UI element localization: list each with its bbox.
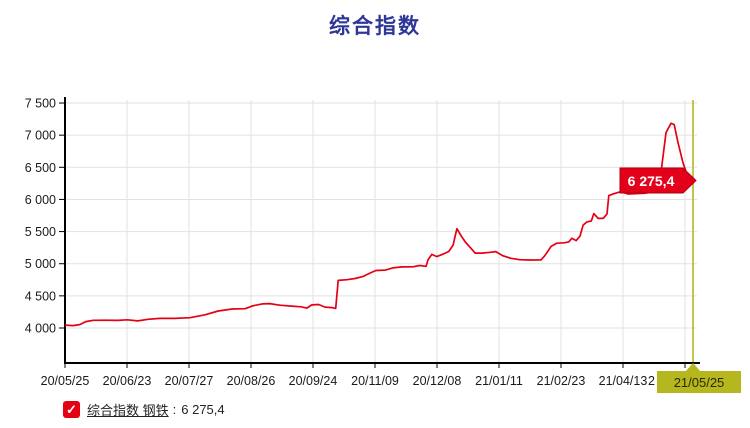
y-axis-label: 7 000 — [25, 129, 56, 143]
x-axis-label: 21/02/23 — [537, 374, 586, 388]
x-axis-label: 20/08/26 — [227, 374, 276, 388]
legend-series-name[interactable]: 综合指数 钢铁 — [87, 402, 169, 418]
legend-series-value: 6 275,4 — [181, 401, 225, 417]
legend-colon: : — [172, 401, 177, 417]
chart-title: 综合指数 — [329, 13, 421, 38]
x-axis-label: 20/12/08 — [413, 374, 462, 388]
x-axis-label: 21/01/11 — [475, 374, 523, 388]
cursor-label-box — [657, 371, 741, 393]
series-line[interactable] — [64, 122, 694, 327]
cursor-date-label: 21/05/25 — [674, 375, 725, 390]
x-axis-label: 20/05/25 — [41, 374, 90, 388]
checkmark-icon: ✓ — [66, 401, 77, 417]
series-checkbox[interactable]: ✓ — [63, 400, 80, 418]
x-axis-label: 20/07/27 — [165, 374, 214, 388]
y-axis-label: 4 500 — [25, 289, 56, 303]
y-axis-label: 5 500 — [25, 225, 56, 239]
x-axis-label: 21/04/13 — [599, 374, 648, 388]
x-axis-label: 20/11/09 — [351, 374, 399, 388]
y-axis-label: 6 000 — [25, 193, 56, 207]
y-axis-label: 5 000 — [25, 257, 56, 271]
legend: ✓ 综合指数 钢铁 : 6 275,4 — [63, 400, 225, 418]
y-axis-label: 7 500 — [25, 97, 56, 111]
x-axis-label-fragment: 2 — [648, 374, 655, 388]
value-tag — [619, 167, 697, 194]
value-tag-label: 6 275,4 — [628, 173, 675, 189]
y-axis-label: 6 500 — [25, 161, 56, 175]
cursor-label-pointer — [685, 363, 701, 372]
x-axis-label: 20/06/23 — [103, 374, 152, 388]
x-axis-label: 20/09/24 — [289, 374, 338, 388]
y-axis-label: 4 000 — [25, 322, 56, 336]
